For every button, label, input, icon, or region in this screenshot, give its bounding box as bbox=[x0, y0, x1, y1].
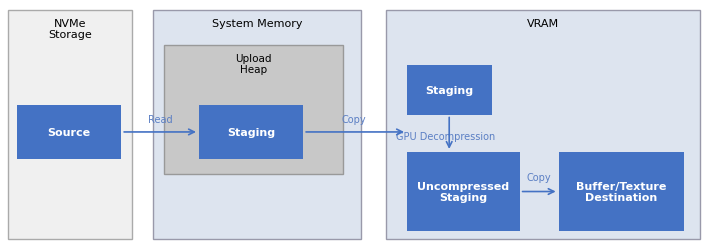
FancyBboxPatch shape bbox=[8, 11, 132, 239]
Text: Staging: Staging bbox=[425, 86, 473, 95]
Text: VRAM: VRAM bbox=[527, 19, 559, 29]
FancyBboxPatch shape bbox=[407, 66, 491, 115]
Text: GPU Decompression: GPU Decompression bbox=[396, 131, 496, 141]
FancyBboxPatch shape bbox=[407, 152, 520, 231]
Text: Uncompressed
Staging: Uncompressed Staging bbox=[417, 181, 509, 203]
Text: Buffer/Texture
Destination: Buffer/Texture Destination bbox=[576, 181, 666, 203]
Text: Upload
Heap: Upload Heap bbox=[235, 53, 272, 75]
FancyBboxPatch shape bbox=[153, 11, 361, 239]
Text: System Memory: System Memory bbox=[212, 19, 302, 29]
FancyBboxPatch shape bbox=[17, 105, 121, 160]
Text: Staging: Staging bbox=[227, 128, 275, 138]
Text: Source: Source bbox=[47, 128, 91, 138]
FancyBboxPatch shape bbox=[386, 11, 700, 239]
Text: NVMe
Storage: NVMe Storage bbox=[48, 19, 92, 40]
FancyBboxPatch shape bbox=[199, 105, 303, 160]
Text: Copy: Copy bbox=[527, 172, 551, 182]
FancyBboxPatch shape bbox=[559, 152, 684, 231]
Text: Copy: Copy bbox=[342, 115, 366, 125]
Text: Read: Read bbox=[148, 115, 172, 125]
FancyBboxPatch shape bbox=[164, 46, 343, 174]
